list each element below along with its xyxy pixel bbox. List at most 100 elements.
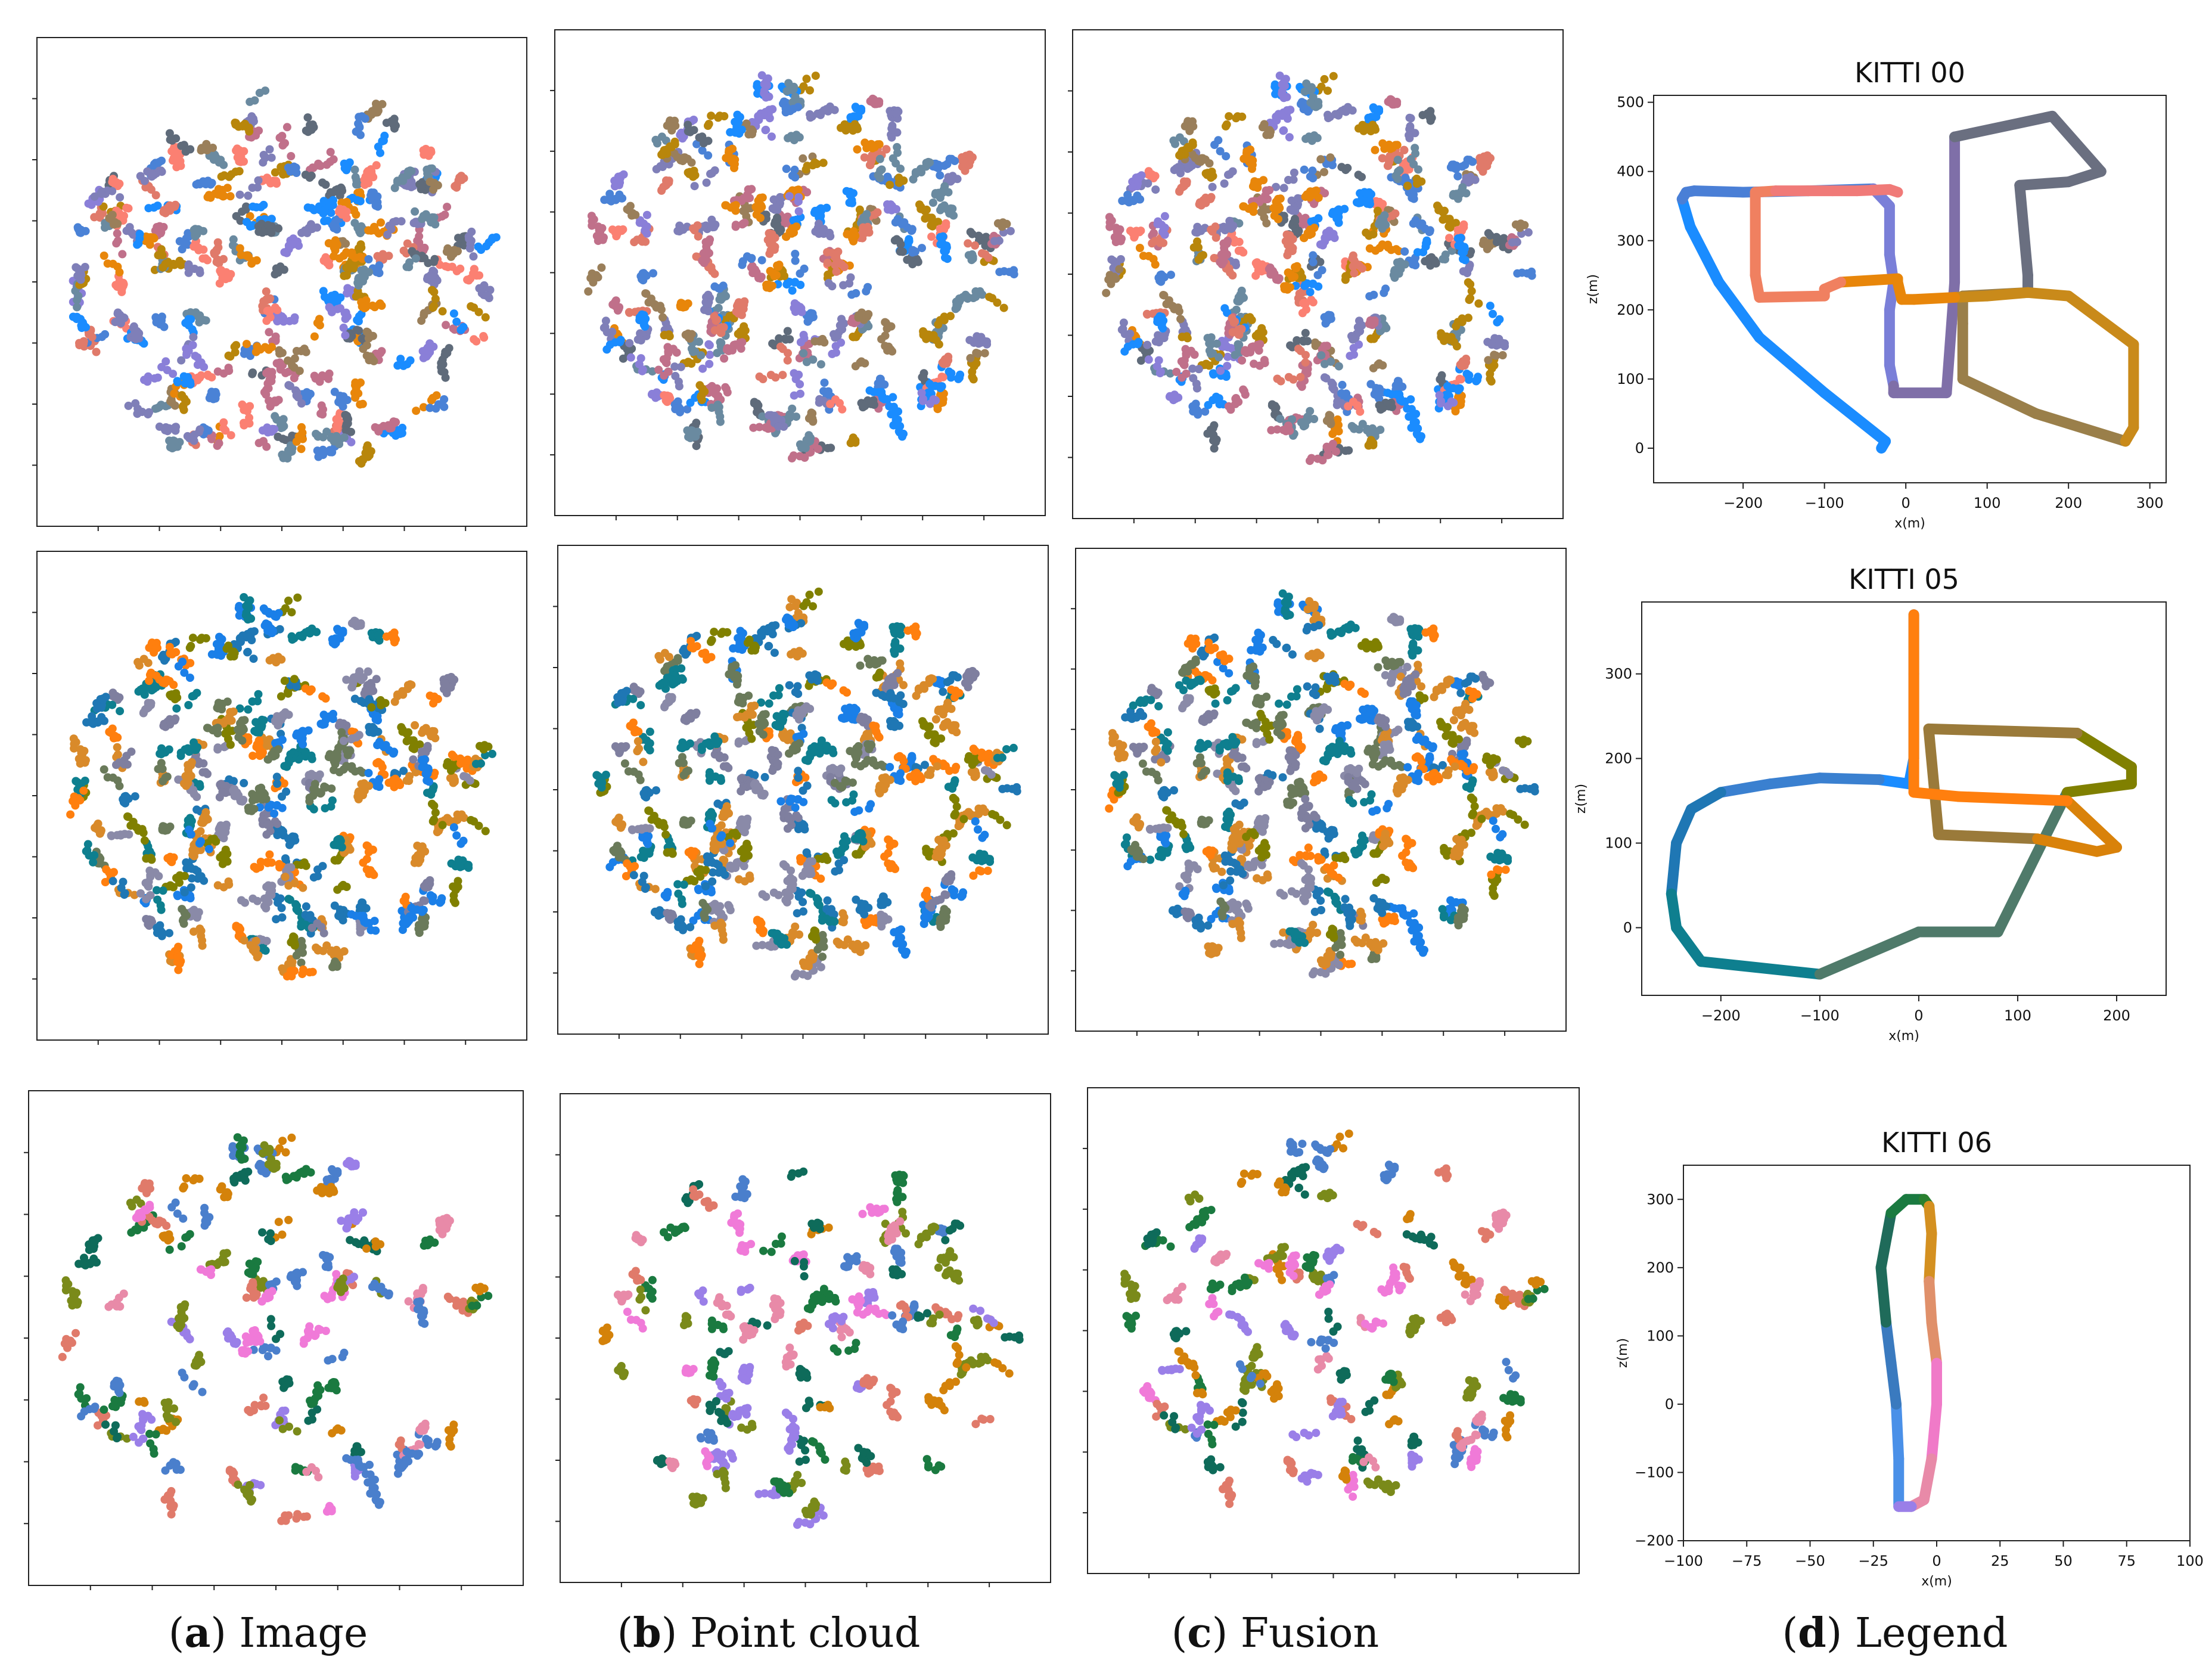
tsne-point <box>693 221 702 230</box>
tsne-point <box>667 126 676 135</box>
tsne-point <box>849 237 858 246</box>
tsne-point <box>964 239 973 248</box>
tsne-point <box>658 151 667 159</box>
tsne-point <box>172 423 181 432</box>
tsne-point <box>352 210 361 219</box>
tsne-point <box>1466 294 1475 303</box>
tsne-point <box>1431 259 1440 268</box>
tsne-point <box>456 325 465 334</box>
tsne-point <box>1328 161 1337 169</box>
tsne-point <box>351 393 360 402</box>
tsne-point <box>869 387 878 396</box>
tsne-point <box>480 333 489 342</box>
tsne-point <box>383 230 392 239</box>
tsne-point <box>734 309 743 318</box>
tsne-point <box>1129 183 1137 191</box>
tsne-point <box>770 272 779 281</box>
tsne-point <box>704 122 712 130</box>
tsne-point <box>806 86 814 95</box>
tsne-point <box>411 207 420 216</box>
tsne-point <box>240 421 248 430</box>
tsne-point <box>617 226 626 235</box>
tsne-point <box>704 151 713 160</box>
tsne-point <box>170 401 179 410</box>
tsne-point <box>753 80 762 89</box>
tsne-point <box>1195 200 1204 209</box>
tsne-point <box>636 272 645 281</box>
tsne-point <box>352 325 361 334</box>
tsne-point <box>684 333 693 342</box>
tsne-point <box>99 202 108 211</box>
tsne-point <box>246 97 254 106</box>
tsne-point <box>379 136 388 145</box>
tsne-point <box>124 204 133 213</box>
tsne-point <box>688 347 697 356</box>
tsne-point <box>707 169 716 178</box>
tsne-point <box>145 408 153 417</box>
tsne-point <box>731 201 740 210</box>
tsne-point <box>626 201 635 210</box>
tsne-point <box>295 367 304 375</box>
tsne-point <box>112 239 121 248</box>
tsne-point <box>1357 172 1366 181</box>
tsne-point <box>1175 307 1183 316</box>
tsne-point <box>172 163 181 172</box>
tsne-point <box>847 318 856 327</box>
tsne-point <box>765 249 774 258</box>
tsne-point <box>697 396 706 404</box>
tsne-point <box>594 237 602 246</box>
tsne-point <box>115 268 124 277</box>
tsne-point <box>1464 375 1473 384</box>
tsne-point <box>1390 273 1399 282</box>
tsne-point <box>788 454 796 463</box>
tsne-point <box>766 371 775 380</box>
tsne-point <box>1210 444 1219 453</box>
tsne-point <box>698 256 707 265</box>
tsne-point <box>676 362 685 371</box>
tsne-point <box>657 185 666 194</box>
tsne-point <box>428 285 436 294</box>
tsne-point <box>969 375 978 384</box>
tsne-point <box>79 337 88 346</box>
tsne-point <box>773 415 782 423</box>
tsne-point <box>84 199 93 208</box>
tsne-point <box>733 110 742 119</box>
tsne-point <box>189 333 198 342</box>
tsne-point <box>326 148 335 157</box>
tsne-point <box>1332 401 1341 409</box>
tsne-point <box>785 192 794 201</box>
tsne-point <box>256 203 265 212</box>
tsne-point <box>714 408 723 417</box>
tsne-point <box>168 156 177 165</box>
tsne-point <box>619 354 627 363</box>
tsne-points <box>69 86 501 468</box>
tsne-point <box>823 259 832 267</box>
tsne-point <box>809 355 818 364</box>
tsne-point <box>1273 205 1282 214</box>
tsne-point <box>1400 247 1409 256</box>
tsne-point <box>278 132 287 141</box>
tsne-point <box>722 292 730 300</box>
tsne-point <box>339 323 348 332</box>
tsne-point <box>1508 238 1517 247</box>
tsne-point <box>881 331 890 340</box>
tsne-point <box>430 302 439 311</box>
tsne-point <box>1284 176 1293 184</box>
tsne-point <box>875 97 884 106</box>
tsne-point <box>248 184 257 192</box>
tsne-point <box>713 349 722 358</box>
tsne-point <box>692 442 701 451</box>
tsne-point <box>403 239 412 248</box>
tsne-point <box>307 171 316 180</box>
tsne-point <box>665 332 674 341</box>
tsne-point <box>267 228 276 237</box>
tsne-point <box>749 423 758 432</box>
tsne-point <box>186 380 195 389</box>
tsne-point <box>215 259 223 268</box>
tsne-point <box>368 301 377 310</box>
tsne-point <box>284 381 293 390</box>
tsne-point <box>1369 230 1378 239</box>
tsne-point <box>206 180 215 189</box>
tsne-point <box>1192 384 1201 393</box>
tsne-point <box>320 206 329 215</box>
